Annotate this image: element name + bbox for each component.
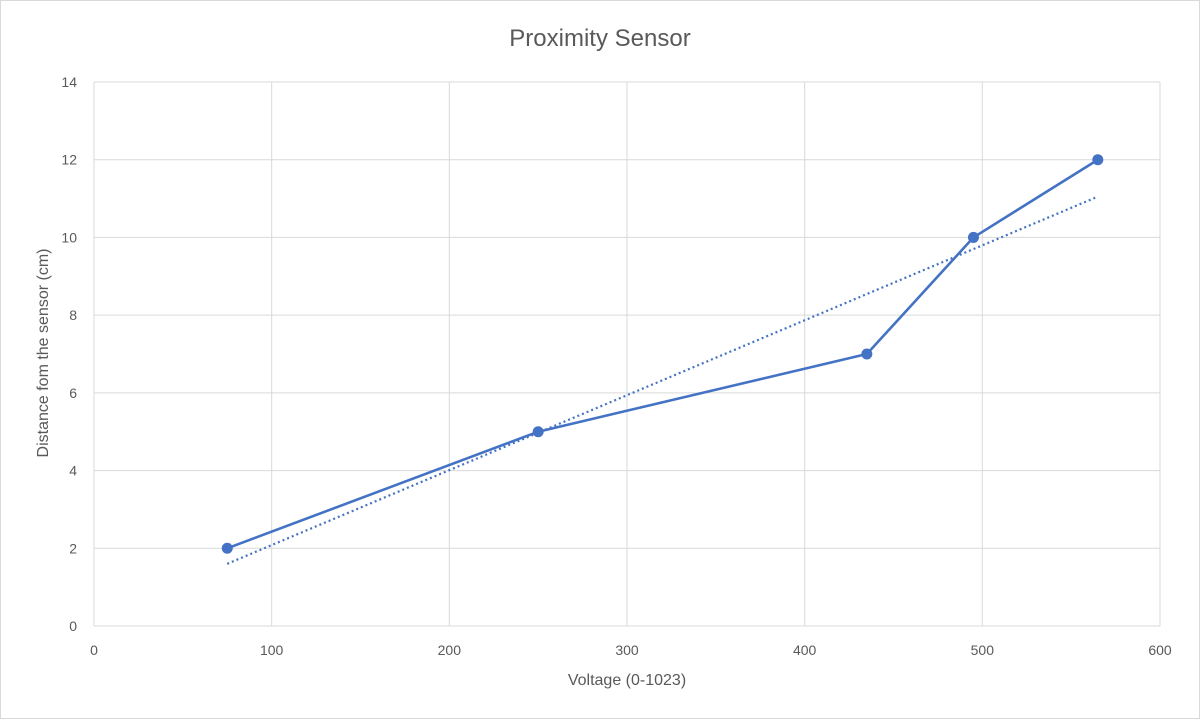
y-tick-label: 4 xyxy=(69,463,77,479)
x-tick-label: 200 xyxy=(438,642,462,658)
x-tick-label: 100 xyxy=(260,642,284,658)
data-point xyxy=(221,542,233,554)
data-point xyxy=(532,426,544,438)
y-tick-label: 8 xyxy=(69,307,77,323)
y-tick-label: 10 xyxy=(61,229,77,245)
chart-title: Proximity Sensor xyxy=(509,25,690,52)
trendline-group xyxy=(226,195,1099,565)
x-tick-label: 400 xyxy=(793,642,817,658)
data-point xyxy=(967,231,979,243)
x-tick-label: 500 xyxy=(971,642,995,658)
data-point xyxy=(861,348,873,360)
series-line xyxy=(226,158,1099,550)
y-tick-label: 6 xyxy=(69,385,77,401)
x-axis-label: Voltage (0-1023) xyxy=(568,672,686,689)
y-tick-label: 2 xyxy=(69,540,77,556)
x-tick-labels: 0 100 200 300 400 500 600 xyxy=(90,642,1172,658)
grid xyxy=(93,81,1161,627)
y-tick-label: 14 xyxy=(61,74,77,90)
series-group xyxy=(221,154,1104,554)
y-tick-label: 0 xyxy=(69,618,77,634)
trendline xyxy=(226,195,1099,565)
y-axis-label: Distance fom the sensor (cm) xyxy=(35,249,52,458)
x-tick-label: 0 xyxy=(90,642,98,658)
y-tick-label: 12 xyxy=(61,152,77,168)
x-tick-label: 300 xyxy=(615,642,639,658)
x-tick-label: 600 xyxy=(1148,642,1172,658)
y-tick-labels: 0 2 4 6 8 10 12 14 xyxy=(61,74,77,634)
data-point xyxy=(1092,154,1104,166)
